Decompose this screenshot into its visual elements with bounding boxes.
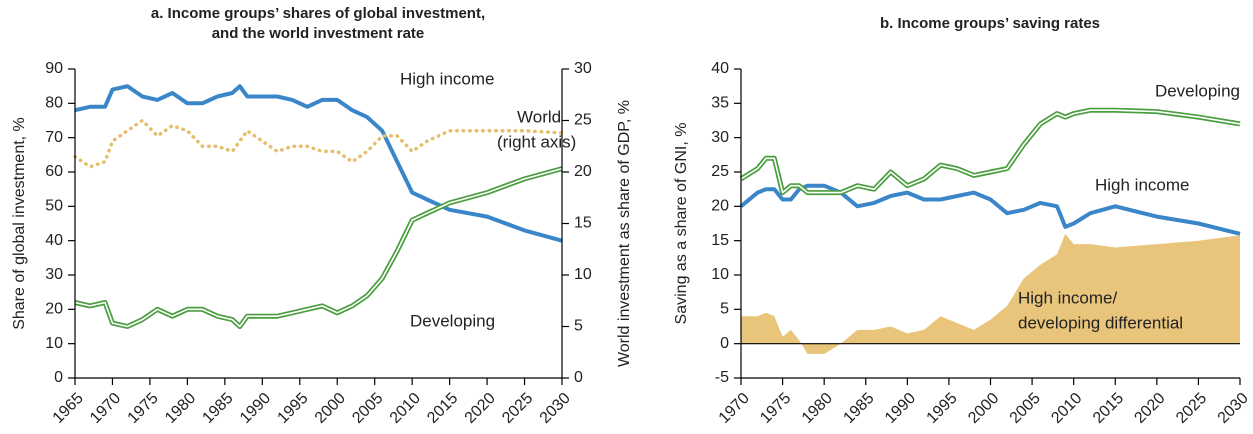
y2-tick-label: 30: [574, 60, 592, 77]
y-tick-label: 10: [45, 335, 63, 352]
y-tick-label: 20: [711, 198, 729, 215]
y2-tick-label: 20: [574, 163, 592, 180]
x-tick-label: 1990: [237, 390, 274, 427]
y-tick-label: 80: [45, 95, 63, 112]
series-label: World: [517, 107, 561, 126]
x-tick-label: 2015: [1090, 390, 1127, 427]
y-tick-label: -5: [715, 369, 729, 386]
y-tick-label: 25: [711, 163, 729, 180]
x-tick-label: 1970: [87, 390, 124, 427]
x-tick-label: 1975: [125, 390, 162, 427]
y2-tick-label: 0: [574, 369, 583, 386]
y-axis-label: Share of global investment, %: [11, 117, 28, 330]
x-tick-label: 2025: [499, 390, 536, 427]
y-tick-label: 70: [45, 129, 63, 146]
x-tick-label: 1985: [199, 390, 236, 427]
y2-axis-label: World investment as share of GDP, %: [616, 100, 633, 367]
x-tick-label: 2030: [537, 390, 574, 427]
chart-title: b. Income groups’ saving rates: [880, 15, 1100, 32]
series-label: Developing: [1155, 81, 1240, 100]
x-tick-label: 1995: [274, 390, 311, 427]
series-label: Developing: [410, 311, 495, 330]
y-tick-label: 15: [711, 232, 729, 249]
x-tick-label: 1995: [924, 390, 961, 427]
y2-tick-label: 15: [574, 215, 592, 232]
y2-tick-label: 10: [574, 266, 592, 283]
y-tick-label: 10: [711, 266, 729, 283]
line-inner: [74, 167, 563, 328]
series-label: High income/: [1018, 288, 1117, 307]
series-label: High income: [1095, 175, 1190, 194]
y-tick-label: 35: [711, 95, 729, 112]
y2-tick-label: 25: [574, 112, 592, 129]
y-tick-label: 0: [720, 335, 729, 352]
x-tick-label: 1965: [50, 390, 87, 427]
x-tick-label: 2030: [1215, 390, 1252, 427]
x-tick-label: 2005: [1007, 390, 1044, 427]
x-tick-label: 1975: [757, 390, 794, 427]
area: [741, 233, 1240, 354]
panel: a. Income groups’ shares of global inves…: [11, 5, 633, 427]
x-tick-label: 2000: [965, 390, 1002, 427]
annotation: (right axis): [497, 132, 576, 151]
line: [74, 84, 563, 243]
y-tick-label: 90: [45, 60, 63, 77]
x-tick-label: 2020: [1131, 390, 1168, 427]
x-tick-label: 1990: [882, 390, 919, 427]
chart-title: a. Income groups’ shares of global inves…: [151, 5, 485, 22]
chart-title: and the world investment rate: [212, 25, 425, 42]
series-label: High income: [400, 69, 495, 88]
y-axis-label: Saving as a share of GNI, %: [673, 123, 690, 325]
line-inner: [740, 109, 1241, 194]
x-tick-label: 2005: [349, 390, 386, 427]
y-tick-label: 40: [45, 232, 63, 249]
x-tick-label: 2025: [1173, 390, 1210, 427]
panel: b. Income groups’ saving rates Saving as …: [673, 15, 1252, 427]
y-tick-label: 40: [711, 60, 729, 77]
y-tick-label: 50: [45, 198, 63, 215]
x-tick-label: 2010: [387, 390, 424, 427]
x-tick-label: 2000: [312, 390, 349, 427]
y2-tick-label: 5: [574, 318, 583, 335]
series-label: developing differential: [1018, 313, 1183, 332]
y-tick-label: 0: [54, 369, 63, 386]
y-tick-label: 30: [711, 129, 729, 146]
y-tick-label: 5: [720, 301, 729, 318]
y-tick-label: 20: [45, 301, 63, 318]
x-tick-label: 1980: [799, 390, 836, 427]
x-tick-label: 2020: [462, 390, 499, 427]
line: [739, 183, 1241, 236]
x-tick-label: 1985: [840, 390, 877, 427]
x-tick-label: 2015: [424, 390, 461, 427]
y-tick-label: 30: [45, 266, 63, 283]
y-tick-label: 60: [45, 163, 63, 180]
x-tick-label: 2010: [1048, 390, 1085, 427]
line: [73, 118, 564, 169]
x-tick-label: 1980: [162, 390, 199, 427]
x-tick-label: 1970: [716, 390, 753, 427]
